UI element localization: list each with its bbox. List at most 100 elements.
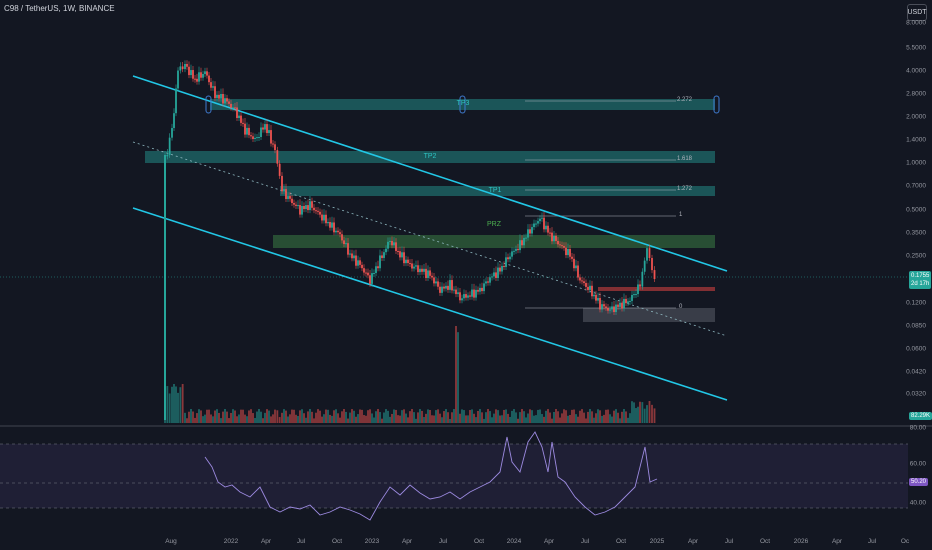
candle-body: [309, 201, 311, 211]
candle-body: [319, 211, 321, 215]
volume-bar: [521, 409, 523, 423]
candle-body: [641, 271, 644, 287]
volume-bar: [238, 414, 240, 423]
candle-body: [311, 201, 313, 208]
candle-body: [523, 237, 525, 246]
candle-body: [329, 221, 331, 228]
volume-bar: [481, 412, 483, 423]
candle-body: [212, 86, 214, 88]
candle-body: [501, 265, 503, 272]
candle-body: [252, 136, 254, 140]
volume-bar: [491, 417, 493, 423]
volume-bar: [603, 414, 605, 423]
volume-bar: [625, 411, 627, 423]
candle-body: [529, 229, 531, 234]
candle-body: [188, 66, 190, 76]
candle-body: [631, 294, 633, 301]
candle-body: [437, 281, 439, 287]
volume-bar: [429, 409, 431, 423]
volume-bar: [409, 411, 411, 423]
symbol-title[interactable]: C98 / TetherUS, 1W, BINANCE: [4, 4, 115, 13]
price-chart[interactable]: [0, 0, 908, 425]
volume-bar: [537, 409, 539, 423]
time-label: Oct: [331, 538, 343, 545]
support-zone: [583, 308, 715, 322]
volume-bar: [593, 417, 595, 423]
volume-bar: [214, 410, 216, 423]
candle-body: [531, 227, 533, 234]
candle-body: [278, 163, 281, 176]
pane-divider[interactable]: [0, 425, 932, 427]
candle-body: [547, 225, 549, 233]
current-price-value: 0.1755: [911, 273, 930, 279]
volume-bar: [555, 409, 557, 423]
candle-body: [453, 289, 455, 291]
volume-bar: [623, 409, 625, 423]
volume-bar: [451, 412, 453, 423]
volume-bar: [381, 418, 383, 423]
volume-bar: [611, 416, 613, 423]
price-scale[interactable]: 8.0000 5.5000 4.0000 2.8000 2.0000 1.400…: [906, 0, 932, 425]
candle-body: [509, 256, 511, 260]
volume-bar: [633, 402, 635, 423]
volume-bar: [615, 409, 617, 423]
candle-body: [577, 265, 579, 278]
candle-body: [260, 127, 262, 138]
rsi-pane[interactable]: [0, 427, 908, 530]
volume-bar: [575, 414, 577, 423]
volume-bar: [224, 409, 226, 423]
time-label: Apr: [260, 538, 272, 545]
candle-body: [553, 235, 555, 242]
candle-body: [220, 94, 222, 99]
candle-body: [521, 240, 523, 246]
volume-bar: [646, 405, 648, 423]
candle-body: [549, 232, 551, 234]
volume-bar: [505, 409, 507, 423]
candle-body: [210, 82, 212, 88]
tp2-label: TP2: [423, 153, 437, 160]
rsi-scale[interactable]: 80.00 60.00 40.00 50.20: [908, 425, 932, 530]
volume-bar: [621, 411, 623, 423]
candle-body: [228, 101, 230, 104]
candle-body: [371, 273, 373, 284]
currency-button[interactable]: USDT: [907, 4, 927, 21]
volume-bar: [525, 417, 527, 423]
candle-body: [469, 295, 471, 297]
candle-body: [519, 240, 521, 251]
candle-body: [248, 127, 250, 136]
tp3-label: TP3: [456, 100, 470, 107]
volume-bar: [287, 416, 289, 423]
time-axis[interactable]: Aug 2022 Apr Jul Oct 2023 Apr Jul Oct 20…: [0, 530, 932, 550]
volume-bar: [485, 412, 487, 423]
candle-body: [291, 198, 293, 204]
candle-body: [571, 256, 573, 259]
candle-body: [216, 94, 218, 99]
candle-body: [232, 107, 234, 109]
candle-body: [457, 292, 459, 295]
volume-bar: [331, 415, 333, 423]
candle-body: [517, 248, 519, 251]
price-tick: 2.8000: [906, 90, 926, 98]
volume-bar: [501, 415, 503, 423]
candle-body: [451, 280, 453, 291]
volume-badge: 82.29K: [909, 412, 932, 420]
tp3-left-marker: [205, 95, 212, 114]
candle-body: [196, 78, 198, 82]
candle-body: [465, 294, 467, 298]
candle-body: [327, 221, 329, 224]
volume-bar: [445, 409, 447, 423]
tp1-zone: [280, 186, 715, 196]
candle-body: [615, 304, 617, 313]
candle-body: [262, 127, 264, 130]
rsi-value-badge: 50.20: [909, 478, 929, 486]
candle-body: [629, 300, 631, 302]
volume-bar: [563, 409, 565, 423]
volume-bar: [266, 409, 268, 423]
volume-bar: [565, 410, 567, 423]
candle-body: [226, 98, 228, 102]
candle-body: [377, 266, 379, 269]
volume-bar: [461, 409, 463, 423]
volume-bar: [453, 409, 455, 423]
candle-body: [599, 298, 601, 310]
volume-bar: [202, 416, 204, 423]
